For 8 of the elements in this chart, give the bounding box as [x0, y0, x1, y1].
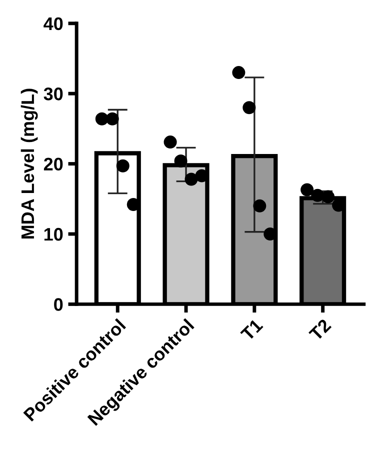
x-tick-label: T1 [240, 318, 264, 342]
y-tick-label: 40 [44, 17, 63, 30]
y-axis-title: MDA Level (mg/L) [20, 88, 38, 238]
y-tick-label: 0 [54, 298, 63, 311]
y-tick-label: 20 [44, 158, 63, 171]
y-tick-label: 10 [44, 228, 63, 241]
y-tick-label: 30 [44, 88, 63, 100]
x-tick-label: T2 [308, 318, 332, 342]
